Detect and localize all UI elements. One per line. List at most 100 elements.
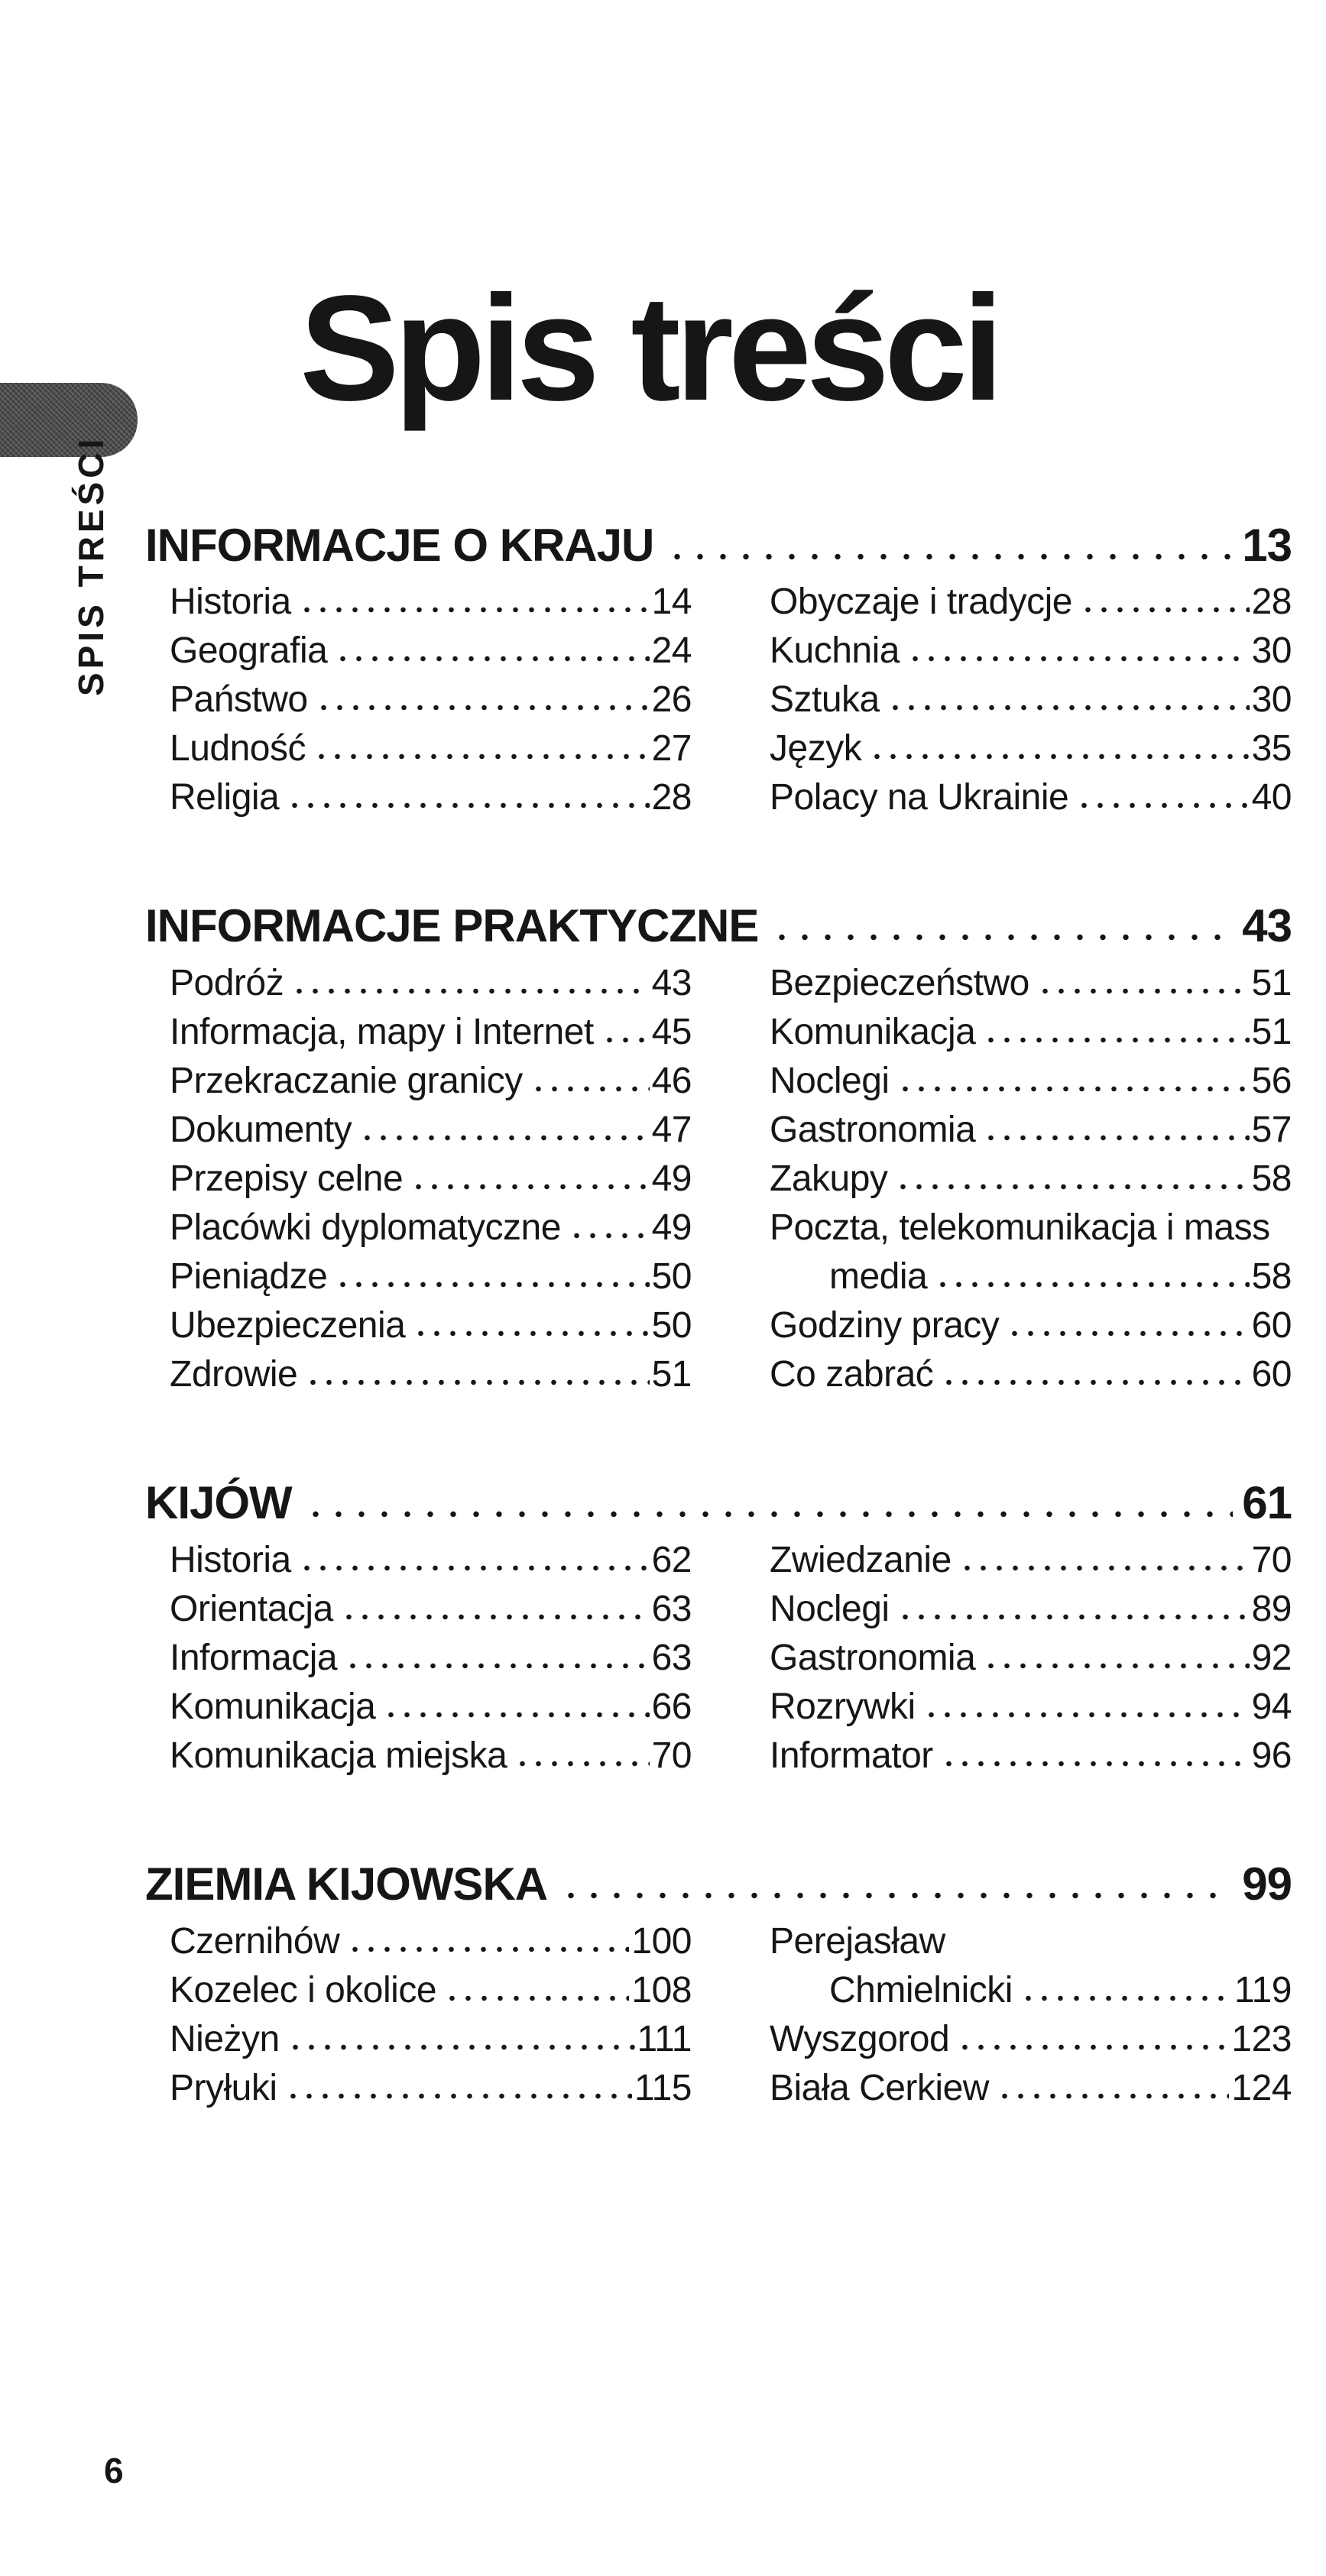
toc-entry: Bezpieczeństwo 51	[770, 959, 1292, 1008]
entry-label: Język	[770, 728, 862, 770]
entry-label: Ludność	[170, 728, 306, 770]
entry-page-number: 49	[651, 1207, 692, 1249]
entry-page-number: 60	[1251, 1305, 1292, 1346]
entry-label: Komunikacja	[770, 1012, 976, 1053]
dot-leader	[887, 704, 1250, 712]
toc-entry: Rozrywki 94	[770, 1683, 1292, 1732]
dot-leader	[601, 1036, 650, 1045]
dot-leader	[940, 1759, 1250, 1768]
dot-leader	[983, 1134, 1250, 1142]
toc-entry: Sztuka 30	[770, 676, 1292, 724]
toc-entry: Godziny pracy 60	[770, 1301, 1292, 1350]
dot-leader	[983, 1036, 1250, 1045]
entry-label: Sztuka	[770, 679, 880, 721]
left-column: Podróż 43 Informacja, mapy i Internet 45…	[170, 959, 692, 1399]
entry-label: Nieżyn	[170, 2018, 280, 2059]
toc-entry: Ubezpieczenia 50	[170, 1301, 692, 1350]
dot-leader	[305, 1379, 650, 1387]
entry-page-number: 26	[651, 679, 692, 721]
section-title: KIJÓW	[145, 1477, 293, 1529]
entry-page-number: 123	[1231, 2018, 1292, 2059]
entry-label: Informacja	[170, 1637, 338, 1678]
toc-entry: Poczta, telekomunikacja i mass	[770, 1204, 1292, 1252]
entry-page-number: 50	[651, 1305, 692, 1346]
section-columns: Historia 62 Orientacja 63 Informacja 63 …	[145, 1536, 1292, 1781]
dot-leader	[906, 655, 1250, 663]
entry-page-number: 24	[651, 630, 692, 672]
dot-leader	[313, 753, 650, 761]
toc-entry: Noclegi 89	[770, 1585, 1292, 1634]
entry-label: Poczta, telekomunikacja i mass	[770, 1207, 1270, 1249]
entry-label: Noclegi	[770, 1061, 890, 1102]
entry-page-number: 124	[1231, 2067, 1292, 2108]
toc-entry: Wyszgorod 123	[770, 2015, 1292, 2064]
dot-leader	[335, 1281, 650, 1289]
toc-entry: Informacja, mapy i Internet 45	[170, 1008, 692, 1057]
dot-leader	[935, 1281, 1250, 1289]
section-title: ZIEMIA KIJOWSKA	[145, 1858, 548, 1910]
toc-page: SPIS TREŚCI Spis treści INFORMACJE O KRA…	[0, 264, 1326, 2490]
entry-label: Wyszgorod	[770, 2018, 950, 2059]
entry-page-number: 115	[634, 2067, 692, 2108]
entry-page-number: 40	[1251, 777, 1292, 818]
toc-entry: Polacy na Ukrainie 40	[770, 773, 1292, 822]
entry-label: Zdrowie	[170, 1354, 298, 1395]
dot-leader	[514, 1759, 650, 1768]
section-title: INFORMACJE PRAKTYCZNE	[145, 900, 759, 952]
entry-label: Geografia	[170, 630, 328, 672]
entry-label: media	[829, 1256, 928, 1298]
toc-entry: Komunikacja miejska 70	[170, 1732, 692, 1781]
entry-page-number: 108	[631, 1969, 692, 2011]
entry-page-number: 30	[1251, 679, 1292, 721]
entry-page-number: 35	[1251, 728, 1292, 770]
dot-leader	[315, 704, 650, 712]
sidebar-vertical-label: SPIS TREŚCI	[71, 435, 111, 696]
dot-leader	[298, 606, 650, 614]
entry-label: Informator	[770, 1735, 933, 1776]
toc-entry: Historia 62	[170, 1536, 692, 1585]
dot-leader	[444, 1994, 630, 2002]
left-column: Czernihów 100 Kozelec i okolice 108 Nież…	[170, 1917, 692, 2113]
entry-label: Bezpieczeństwo	[770, 963, 1029, 1004]
toc-section: INFORMACJE PRAKTYCZNE 43 Podróż 43 Infor…	[145, 902, 1292, 1399]
entry-page-number: 70	[1251, 1539, 1292, 1580]
entry-page-number: 51	[651, 1354, 692, 1395]
dot-leader	[896, 1612, 1250, 1621]
toc-entry: Komunikacja 66	[170, 1683, 692, 1732]
entry-label: Rozrywki	[770, 1686, 916, 1727]
entry-label: Pieniądze	[170, 1256, 328, 1298]
toc-section: ZIEMIA KIJOWSKA 99 Czernihów 100 Kozelec…	[145, 1858, 1292, 2113]
toc-entry: Chmielnicki 119	[770, 1966, 1292, 2015]
entry-page-number: 56	[1251, 1061, 1292, 1102]
entry-page-number: 92	[1251, 1637, 1292, 1678]
toc-entry: Zwiedzanie 70	[770, 1536, 1292, 1585]
page-title: Spis treści	[300, 264, 1003, 432]
right-column: Zwiedzanie 70 Noclegi 89 Gastronomia 92 …	[770, 1536, 1292, 1781]
dot-leader	[298, 1563, 650, 1572]
dot-leader	[958, 1563, 1250, 1572]
entry-label: Biała Cerkiew	[770, 2067, 989, 2108]
entry-label: Gastronomia	[770, 1637, 976, 1678]
chapter-tab	[0, 383, 138, 457]
entry-page-number: 28	[651, 777, 692, 818]
entry-label: Perejasław	[770, 1920, 945, 1962]
dot-leader	[1020, 1994, 1232, 2002]
toc-entry: Informacja 63	[170, 1634, 692, 1683]
toc-entry: Informator 96	[770, 1732, 1292, 1781]
dot-leader	[287, 2043, 635, 2051]
toc-entry: Gastronomia 57	[770, 1106, 1292, 1155]
entry-page-number: 63	[651, 1637, 692, 1678]
dot-leader	[996, 2092, 1230, 2100]
dot-leader	[1007, 1330, 1250, 1338]
toc-entry: Nieżyn 111	[170, 2015, 692, 2064]
entry-page-number: 30	[1251, 630, 1292, 672]
dot-leader	[340, 1612, 650, 1621]
section-heading-row: KIJÓW 61	[145, 1477, 1292, 1529]
dot-leader	[345, 1661, 650, 1670]
entry-page-number: 60	[1251, 1354, 1292, 1395]
dot-leader	[383, 1710, 650, 1719]
entry-page-number: 58	[1251, 1256, 1292, 1298]
toc-entry: Perejasław	[770, 1917, 1292, 1966]
section-heading-row: INFORMACJE O KRAJU 13	[145, 520, 1292, 571]
toc-entry: Pryłuki 115	[170, 2064, 692, 2113]
